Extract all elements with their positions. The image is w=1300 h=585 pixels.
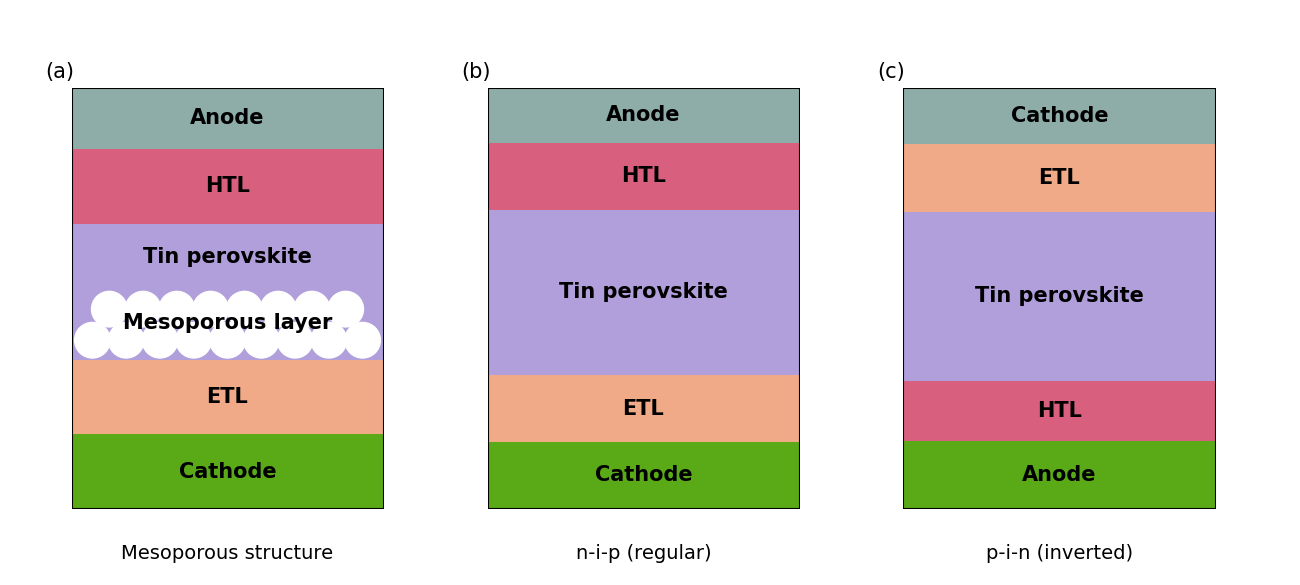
Ellipse shape	[91, 291, 127, 327]
Text: Anode: Anode	[190, 108, 265, 129]
Text: ETL: ETL	[1039, 168, 1080, 188]
Ellipse shape	[344, 322, 381, 358]
Text: Mesoporous layer: Mesoporous layer	[122, 314, 333, 333]
Ellipse shape	[260, 291, 296, 327]
Bar	[488, 442, 800, 509]
Bar	[903, 144, 1216, 212]
Ellipse shape	[294, 291, 330, 327]
Text: Tin perovskite: Tin perovskite	[975, 286, 1144, 307]
Bar	[488, 375, 800, 442]
Ellipse shape	[328, 291, 364, 327]
Bar	[72, 360, 384, 434]
Bar	[903, 381, 1216, 441]
Ellipse shape	[243, 322, 280, 358]
Bar	[488, 210, 800, 375]
Text: n-i-p (regular): n-i-p (regular)	[576, 544, 711, 563]
Text: HTL: HTL	[205, 177, 250, 197]
Text: ETL: ETL	[207, 387, 248, 407]
Ellipse shape	[226, 291, 263, 327]
Text: Tin perovskite: Tin perovskite	[143, 247, 312, 267]
Text: Cathode: Cathode	[594, 466, 693, 486]
Text: HTL: HTL	[1037, 401, 1082, 421]
Ellipse shape	[142, 322, 178, 358]
Bar	[72, 223, 384, 290]
Text: ETL: ETL	[623, 398, 664, 419]
Bar	[903, 441, 1216, 509]
Bar	[72, 88, 384, 149]
Text: Cathode: Cathode	[178, 462, 277, 481]
Ellipse shape	[176, 322, 212, 358]
Text: Cathode: Cathode	[1010, 106, 1109, 126]
Bar	[488, 143, 800, 210]
Text: Anode: Anode	[1022, 465, 1097, 485]
Ellipse shape	[311, 322, 347, 358]
Text: (b): (b)	[462, 62, 491, 82]
Bar	[903, 212, 1216, 381]
Ellipse shape	[192, 291, 229, 327]
Text: Anode: Anode	[606, 105, 681, 125]
Text: p-i-n (inverted): p-i-n (inverted)	[985, 544, 1134, 563]
Text: Tin perovskite: Tin perovskite	[559, 283, 728, 302]
Ellipse shape	[209, 322, 246, 358]
Bar	[72, 290, 384, 360]
Ellipse shape	[74, 322, 111, 358]
Text: (c): (c)	[878, 62, 905, 82]
Text: (a): (a)	[46, 62, 74, 82]
Bar	[903, 88, 1216, 144]
Text: HTL: HTL	[621, 166, 666, 186]
Text: Mesoporous structure: Mesoporous structure	[121, 544, 334, 563]
Ellipse shape	[125, 291, 161, 327]
Bar	[72, 434, 384, 509]
Ellipse shape	[159, 291, 195, 327]
Bar	[488, 88, 800, 143]
Ellipse shape	[108, 322, 144, 358]
Ellipse shape	[277, 322, 313, 358]
Bar	[72, 149, 384, 223]
